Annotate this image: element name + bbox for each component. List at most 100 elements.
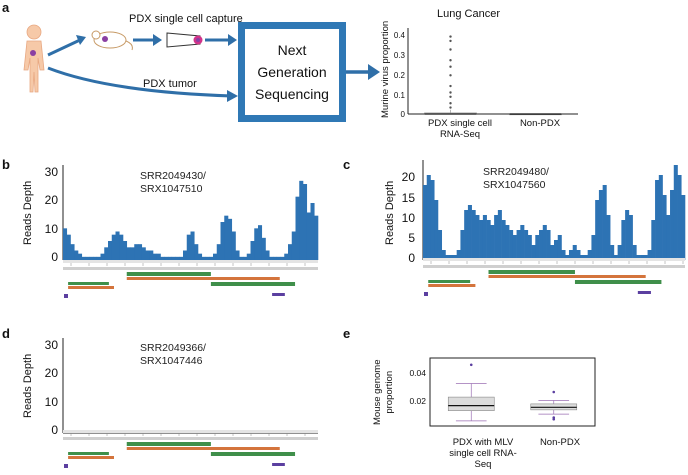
b-genome-track — [63, 260, 318, 298]
coverage-bar — [224, 215, 229, 260]
coverage-bar — [265, 250, 270, 260]
coverage-bar — [625, 210, 630, 260]
coverage-bar — [666, 215, 671, 260]
coverage-bar — [610, 245, 615, 260]
gene-gag — [126, 442, 211, 446]
coverage-bar — [93, 256, 98, 260]
coverage-bar — [494, 215, 499, 260]
c-genome-track — [423, 258, 685, 296]
arrow-to-results — [346, 64, 380, 80]
box — [447, 396, 495, 411]
plot-frame — [429, 357, 596, 427]
c-ytick-3: 5 — [408, 231, 415, 245]
coverage-bar — [231, 231, 236, 260]
outlier-point — [449, 106, 452, 109]
coverage-bar — [115, 231, 120, 260]
lung-ytick-3: 0.1 — [393, 91, 405, 100]
coverage-bar — [160, 256, 165, 260]
ngs-line-1: Next — [277, 42, 307, 58]
c-ytick-1: 15 — [401, 191, 415, 205]
coverage-bar — [70, 244, 75, 260]
coverage-bar — [426, 175, 431, 260]
coverage-bar — [205, 256, 210, 260]
coverage-bar — [539, 230, 544, 260]
gene-left-2 — [428, 284, 476, 287]
coverage-bar — [467, 205, 472, 260]
coverage-bar — [149, 250, 154, 260]
outlier-point — [449, 95, 452, 99]
lung-boxplot — [407, 28, 578, 116]
coverage-bar — [209, 256, 214, 260]
outlier-point — [449, 91, 452, 94]
coverage-bar — [550, 245, 555, 260]
coverage-bar — [546, 230, 551, 260]
coverage-bar — [512, 235, 517, 260]
e-cat-1-line2: single cell RNA- — [449, 448, 517, 459]
coverage-bar — [269, 256, 274, 260]
coverage-bar — [104, 247, 109, 260]
reference-bar — [423, 265, 685, 268]
gene-env — [574, 280, 662, 284]
coverage-bar — [81, 256, 86, 260]
e-ylabel-line2: proportion — [384, 370, 395, 414]
c-ytick-2: 10 — [401, 211, 415, 225]
coverage-bar — [85, 256, 90, 260]
coverage-bar — [524, 230, 529, 260]
coverage-bar — [479, 220, 484, 260]
coverage-bar — [126, 247, 131, 260]
coverage-bar — [501, 220, 506, 260]
coverage-bar — [273, 256, 278, 260]
coverage-bar — [89, 256, 94, 260]
coverage-bar — [303, 184, 308, 260]
coverage-bar — [647, 250, 652, 260]
outlier-point — [449, 65, 452, 68]
outlier-point — [449, 48, 452, 51]
e-cat-2: Non-PDX — [539, 437, 581, 448]
coverage-bar — [288, 244, 293, 260]
d-genome-track — [63, 430, 318, 468]
coverage-bar — [445, 255, 450, 260]
coverage-bar — [554, 240, 559, 260]
coverage-bar — [617, 245, 622, 260]
coverage-bar — [258, 225, 263, 260]
coverage-bar — [505, 225, 510, 260]
region-marker — [637, 291, 651, 294]
coverage-bar — [535, 235, 540, 260]
coverage-bar — [464, 210, 469, 260]
feature-marker — [64, 294, 68, 298]
outlier-point — [449, 35, 452, 38]
b-ytick-1: 20 — [44, 193, 58, 207]
ruler-bar — [63, 260, 318, 263]
outlier-point — [552, 390, 556, 394]
c-sample-id: SRR2049480/ SRX1047560 — [483, 166, 549, 192]
e-ytick-1: 0.02 — [409, 396, 426, 406]
coverage-bar — [291, 231, 296, 260]
coverage-bar — [576, 250, 581, 260]
coverage-bar — [640, 255, 645, 260]
ngs-line-3: Sequencing — [255, 86, 329, 102]
coverage-bar — [213, 253, 218, 260]
gene-gag — [488, 270, 575, 274]
coverage-bar — [475, 215, 480, 260]
d-ytick-3: 0 — [51, 423, 58, 437]
coverage-bar — [606, 215, 611, 260]
coverage-bar — [239, 256, 244, 260]
coverage-bar — [100, 253, 105, 260]
coverage-bar — [441, 250, 446, 260]
coverage-bar — [572, 245, 577, 260]
coverage-bar — [557, 235, 562, 260]
coverage-bar — [591, 235, 596, 260]
mouse-icon — [91, 30, 133, 51]
lung-ytick-1: 0.3 — [393, 51, 405, 60]
d-sample-id: SRR2049366/ SRX1047446 — [140, 342, 206, 368]
arrow-to-mouse — [47, 35, 86, 57]
coverage-bar — [670, 190, 675, 260]
e-cat-1-line3: Seq — [474, 459, 492, 470]
coverage-bar — [636, 255, 641, 260]
d-ytick-1: 20 — [44, 366, 58, 380]
lung-chart-title: Lung Cancer — [437, 8, 500, 20]
ngs-box: Next Generation Sequencing — [238, 22, 346, 122]
coverage-bar — [78, 253, 83, 260]
d-sample-id-line1: SRR2049366/ — [140, 342, 206, 354]
gene-gag — [126, 272, 211, 276]
